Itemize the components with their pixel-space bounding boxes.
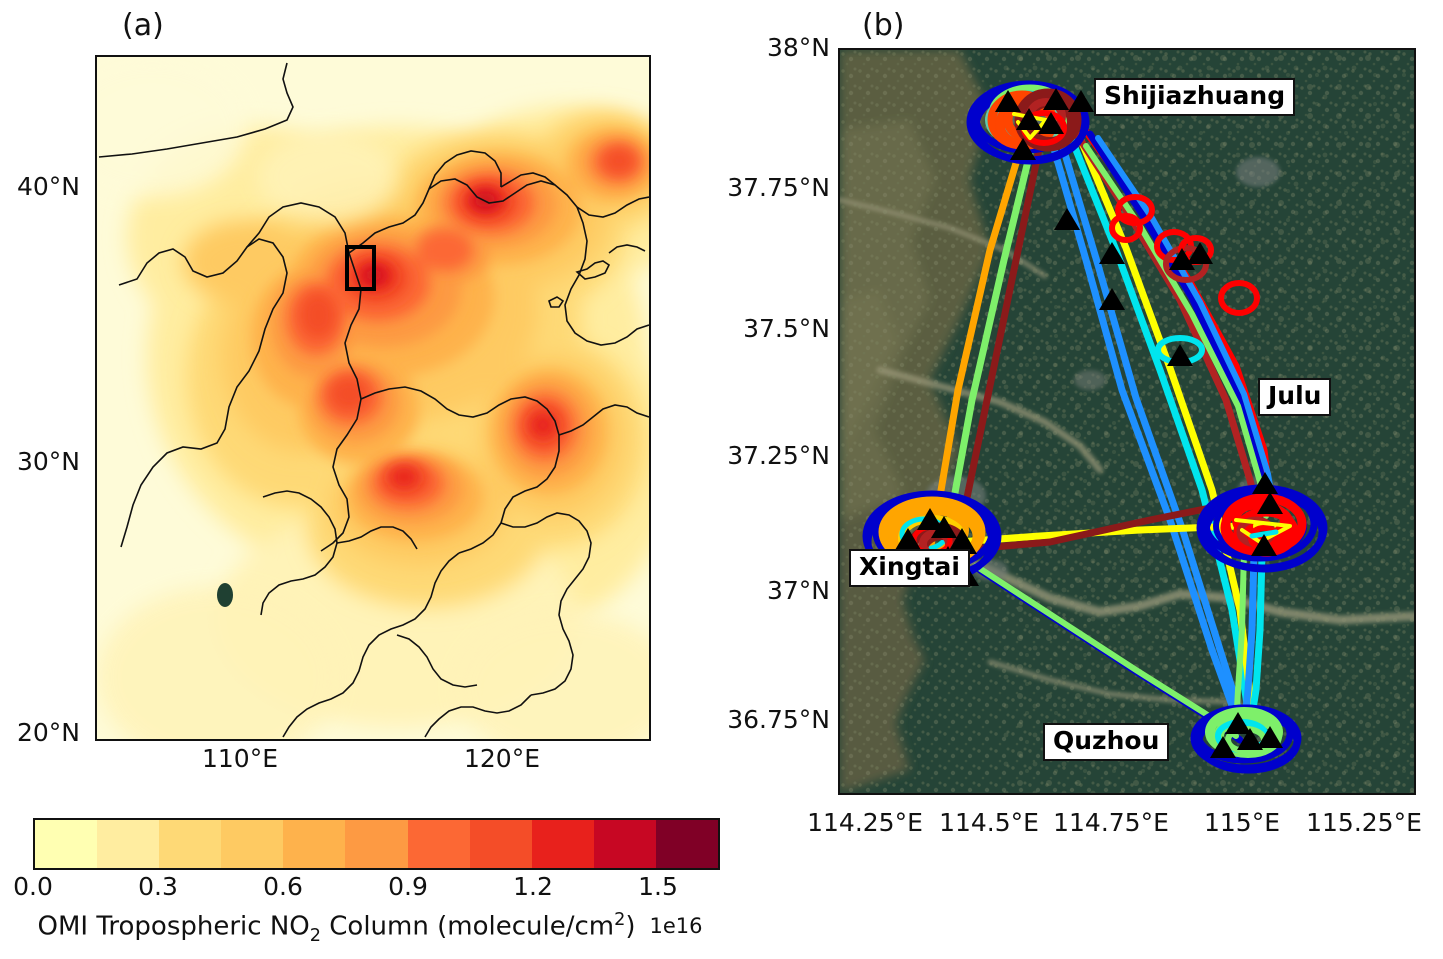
- spiral-quzhou: [1190, 704, 1302, 774]
- site-marker-triangle: [1257, 492, 1283, 514]
- panel-b-xtick-115E: 115°E: [1203, 808, 1280, 837]
- colorbar-swatch: [469, 820, 532, 868]
- city-label-shijiazhuang: Shijiazhuang: [1094, 78, 1296, 116]
- basemap-imagery: [840, 50, 1414, 793]
- colorbar-tick-1: 0.3: [138, 872, 178, 901]
- panel-a-xtick-120E: 120°E: [463, 744, 540, 773]
- site-marker-triangle: [1167, 344, 1193, 366]
- site-marker-triangle: [931, 516, 957, 538]
- colorbar-axis-label: OMI Tropospheric NO2 Column (molecule/cm…: [0, 910, 740, 946]
- panel-b-ytick-3725N: 37.25°N: [727, 441, 830, 470]
- panel-b-ytick-3675N: 36.75°N: [727, 705, 830, 734]
- site-marker-triangle: [1237, 728, 1263, 750]
- site-marker-triangle: [1169, 248, 1195, 270]
- site-marker-triangle: [1010, 138, 1036, 160]
- study-domain-box: [345, 245, 376, 291]
- colorbar-label-sup: 2: [614, 910, 626, 930]
- panel-a-ytick-30N: 30°N: [16, 447, 80, 476]
- colorbar-tick-3: 0.9: [388, 872, 428, 901]
- site-marker-triangle: [1252, 472, 1278, 494]
- site-marker-triangle: [1099, 242, 1125, 264]
- colorbar-swatch: [407, 820, 470, 868]
- panel-a-ytick-20N: 20°N: [16, 718, 80, 747]
- colorbar-swatch: [345, 820, 408, 868]
- site-marker-triangle: [995, 90, 1021, 112]
- colorbar-label-rest: Column (molecule/cm: [321, 911, 615, 942]
- no2-field-clean-pockets: [97, 57, 649, 739]
- panel-b-xtick-11425E: 114.25°E: [807, 808, 923, 837]
- site-marker-triangle: [1043, 88, 1069, 110]
- city-label-julu: Julu: [1258, 378, 1332, 416]
- panel-b-ytick-38N: 38°N: [766, 33, 830, 62]
- colorbar-swatch: [159, 820, 222, 868]
- administrative-boundaries: [98, 62, 649, 738]
- colorbar-tick-0: 0.0: [13, 872, 53, 901]
- panel-a-no2-map: [95, 55, 651, 741]
- colorbar-swatch: [655, 820, 719, 868]
- panel-a-label: (a): [122, 8, 164, 43]
- colorbar-exponent: 1e16: [649, 913, 703, 938]
- site-marker-triangle: [1187, 242, 1213, 264]
- colorbar-tick-2: 0.6: [263, 872, 303, 901]
- panel-a-xtick-110E: 110°E: [201, 744, 278, 773]
- colorbar-ticklabels: 0.0 0.3 0.6 0.9 1.2 1.5: [0, 872, 760, 902]
- colorbar-tick-4: 1.2: [513, 872, 553, 901]
- panel-b-ytick-375N: 37.5°N: [743, 314, 830, 343]
- spiral-julu: [1196, 484, 1328, 573]
- panel-b-ytick-3775N: 37.75°N: [727, 173, 830, 202]
- colorbar-tick-5: 1.5: [638, 872, 678, 901]
- colorbar-label-main: OMI Tropospheric NO: [37, 911, 310, 942]
- site-marker-triangle: [1257, 726, 1283, 748]
- site-marker-triangle: [895, 528, 921, 550]
- site-marker-triangle: [1225, 712, 1251, 734]
- colorbar-swatch: [35, 820, 98, 868]
- colorbar-swatch: [531, 820, 594, 868]
- city-label-xingtai: Xingtai: [849, 549, 970, 587]
- city-label-quzhou: Quzhou: [1043, 723, 1170, 761]
- colorbar-swatch: [97, 820, 160, 868]
- colorbar-swatch: [593, 820, 656, 868]
- colorbar: [33, 818, 720, 870]
- site-marker-triangle: [1054, 208, 1080, 230]
- colorbar-label-close: ): [625, 911, 636, 942]
- panel-b-flight-track-map: [838, 48, 1416, 795]
- site-marker-triangle: [1251, 534, 1277, 556]
- site-marker-triangle: [947, 528, 977, 554]
- colorbar-swatch: [283, 820, 346, 868]
- site-marker-triangle: [1210, 736, 1236, 758]
- panel-b-ytick-37N: 37°N: [766, 576, 830, 605]
- satellite-flighttracks: [840, 50, 1414, 793]
- site-marker-triangle: [1068, 90, 1094, 112]
- panel-b-xtick-11525E: 115.25°E: [1306, 808, 1422, 837]
- panel-b-xtick-11475E: 114.75°E: [1053, 808, 1169, 837]
- no2-contour-plot: [97, 57, 649, 739]
- site-marker-triangle: [1099, 288, 1125, 310]
- coastline: [548, 244, 646, 308]
- site-marker-triangle: [917, 508, 943, 530]
- panel-b-label: (b): [862, 8, 905, 43]
- panel-b-xtick-1145E: 114.5°E: [939, 808, 1039, 837]
- site-marker-triangle: [1038, 112, 1064, 134]
- site-marker-triangle: [1016, 108, 1042, 130]
- islands: [217, 583, 233, 607]
- colorbar-swatch: [221, 820, 284, 868]
- colorbar-label-sub: 2: [309, 925, 321, 946]
- panel-a-ytick-40N: 40°N: [16, 172, 80, 201]
